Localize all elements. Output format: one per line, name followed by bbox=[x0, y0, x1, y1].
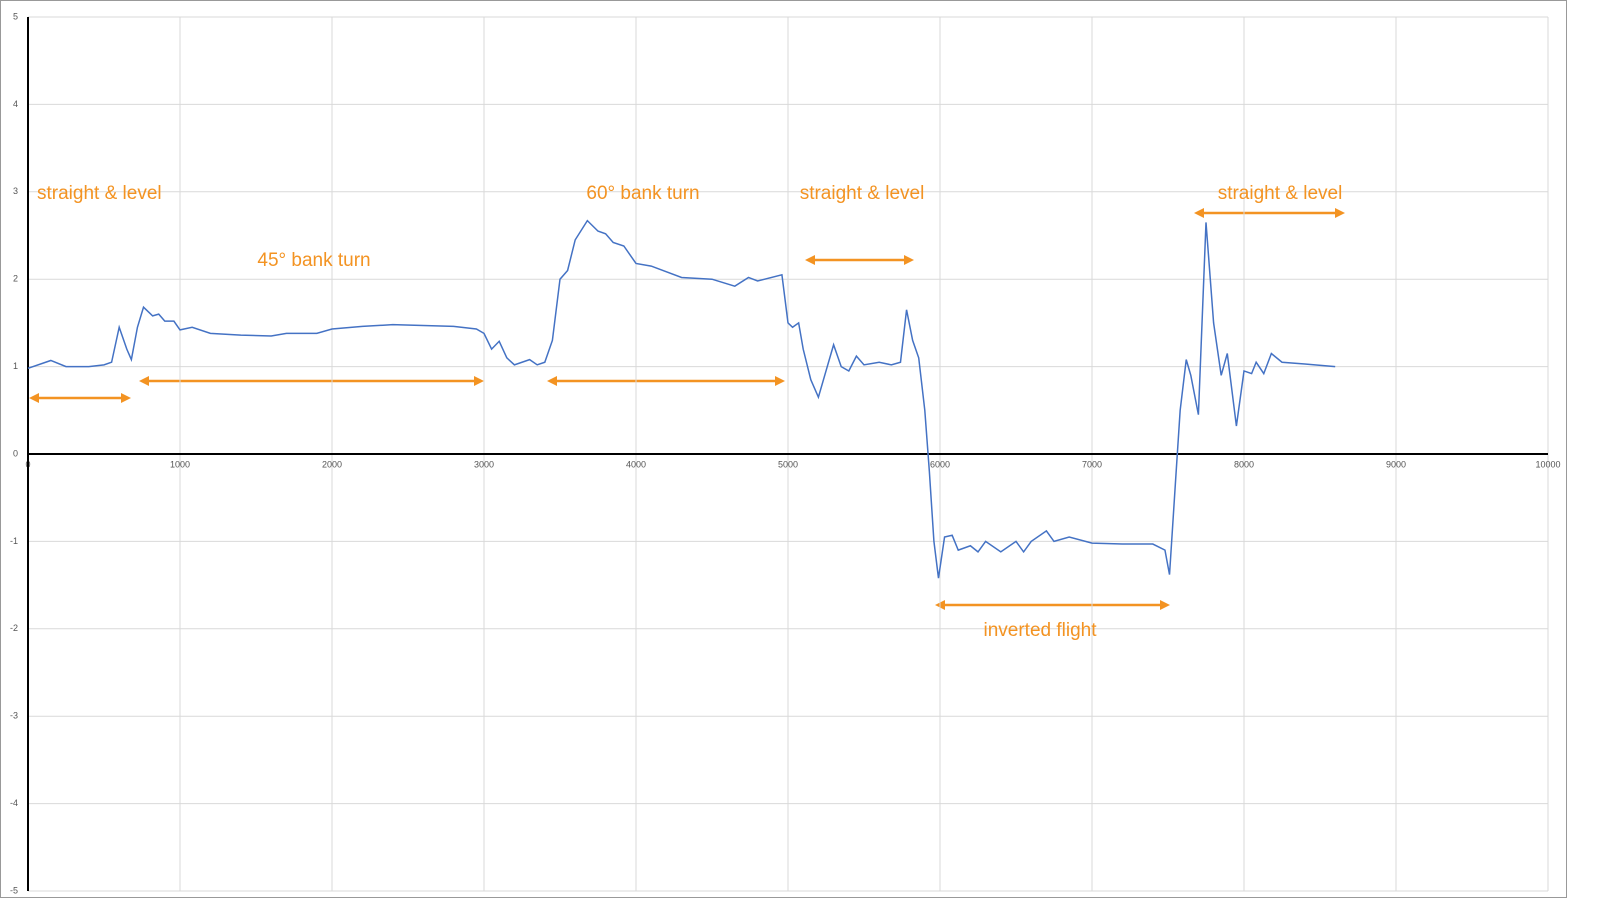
x-tick-label: 7000 bbox=[1082, 459, 1102, 469]
y-tick-label: 1 bbox=[13, 361, 18, 371]
data-line bbox=[27, 219, 1336, 579]
range-arrows bbox=[29, 208, 1345, 610]
x-tick-label: 1000 bbox=[170, 459, 190, 469]
annotation: 60° bank turn bbox=[586, 183, 699, 204]
annotation: straight & level bbox=[1218, 183, 1343, 204]
y-tick-label: 5 bbox=[13, 11, 18, 21]
y-tick-label: -1 bbox=[10, 536, 18, 546]
x-tick-label: 6000 bbox=[930, 459, 950, 469]
annotation: inverted flight bbox=[983, 620, 1097, 641]
y-tick-label: 2 bbox=[13, 274, 18, 284]
y-tick-label: -2 bbox=[10, 623, 18, 633]
y-tick-label: -4 bbox=[10, 798, 18, 808]
x-tick-label: 8000 bbox=[1234, 459, 1254, 469]
x-tick-label: 10000 bbox=[1535, 459, 1560, 469]
annotation: 45° bank turn bbox=[257, 250, 370, 271]
y-tick-label: 4 bbox=[13, 99, 18, 109]
y-tick-label: -3 bbox=[10, 711, 18, 721]
y-tick-label: 3 bbox=[13, 186, 18, 196]
annotation: straight & level bbox=[800, 183, 925, 204]
annotation: straight & level bbox=[37, 183, 162, 204]
x-tick-label: 5000 bbox=[778, 459, 798, 469]
x-tick-label: 9000 bbox=[1386, 459, 1406, 469]
y-tick-label: 0 bbox=[13, 448, 18, 458]
frame bbox=[0, 0, 1567, 898]
y-tick-label: -5 bbox=[10, 885, 18, 895]
x-tick-label: 3000 bbox=[474, 459, 494, 469]
x-tick-label: 2000 bbox=[322, 459, 342, 469]
x-tick-label: 4000 bbox=[626, 459, 646, 469]
